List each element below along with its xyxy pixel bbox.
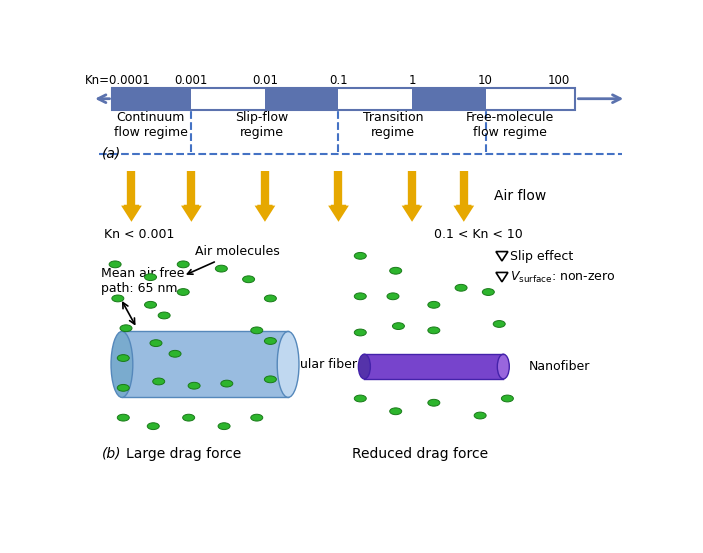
Ellipse shape (264, 295, 276, 302)
Ellipse shape (153, 378, 165, 385)
FancyBboxPatch shape (122, 331, 288, 398)
Ellipse shape (354, 293, 366, 300)
FancyArrow shape (121, 205, 142, 222)
Ellipse shape (354, 395, 366, 402)
Ellipse shape (215, 265, 227, 272)
Text: Regular fiber: Regular fiber (276, 358, 357, 371)
Ellipse shape (221, 380, 233, 387)
Ellipse shape (354, 329, 366, 336)
Ellipse shape (277, 331, 299, 398)
Text: Kn=0.0001: Kn=0.0001 (85, 74, 150, 87)
Ellipse shape (264, 337, 276, 345)
Ellipse shape (109, 261, 121, 268)
Ellipse shape (251, 414, 263, 421)
Text: Reduced drag force: Reduced drag force (352, 447, 489, 461)
Ellipse shape (150, 340, 162, 347)
Text: 10: 10 (478, 74, 493, 87)
Ellipse shape (188, 382, 200, 389)
Ellipse shape (428, 301, 440, 308)
Ellipse shape (387, 293, 399, 300)
Ellipse shape (111, 331, 133, 398)
FancyBboxPatch shape (112, 87, 191, 110)
Text: Free-molecule
flow regime: Free-molecule flow regime (466, 111, 554, 139)
Ellipse shape (354, 252, 366, 259)
FancyArrow shape (254, 205, 276, 222)
Ellipse shape (218, 422, 230, 430)
Text: 0.1: 0.1 (329, 74, 348, 87)
FancyBboxPatch shape (265, 87, 339, 110)
Ellipse shape (158, 312, 170, 319)
Text: Transition
regime: Transition regime (363, 111, 423, 139)
Ellipse shape (117, 414, 129, 421)
FancyArrow shape (328, 205, 349, 222)
Text: 100: 100 (548, 74, 570, 87)
Text: Mean air free
path: 65 nm: Mean air free path: 65 nm (101, 268, 185, 295)
Text: 1: 1 (408, 74, 415, 87)
Text: 0.001: 0.001 (175, 74, 208, 87)
Ellipse shape (482, 289, 494, 295)
FancyArrow shape (496, 252, 508, 261)
Ellipse shape (145, 274, 157, 280)
Ellipse shape (120, 325, 132, 332)
Ellipse shape (428, 327, 440, 334)
Text: Slip effect: Slip effect (510, 250, 574, 263)
Ellipse shape (177, 261, 189, 268)
Text: Large drag force: Large drag force (126, 447, 241, 461)
Text: Kn < 0.001: Kn < 0.001 (104, 228, 174, 241)
Ellipse shape (117, 354, 129, 362)
Ellipse shape (169, 351, 181, 357)
Text: $V_{\mathregular{surface}}$: non-zero: $V_{\mathregular{surface}}$: non-zero (510, 270, 616, 285)
Text: (a): (a) (101, 147, 121, 161)
Ellipse shape (147, 422, 160, 430)
Ellipse shape (117, 384, 129, 392)
FancyBboxPatch shape (364, 354, 503, 379)
Ellipse shape (497, 354, 509, 379)
Ellipse shape (112, 295, 124, 302)
Ellipse shape (455, 284, 467, 291)
Text: Air molecules: Air molecules (188, 245, 280, 274)
Text: Nanofiber: Nanofiber (529, 360, 591, 373)
FancyArrow shape (496, 273, 508, 282)
Text: Slip-flow
regime: Slip-flow regime (236, 111, 289, 139)
Ellipse shape (264, 376, 276, 383)
FancyBboxPatch shape (112, 87, 576, 110)
Ellipse shape (359, 354, 370, 379)
Ellipse shape (428, 399, 440, 406)
Ellipse shape (389, 408, 401, 415)
Ellipse shape (243, 276, 254, 283)
Ellipse shape (501, 395, 513, 402)
FancyArrow shape (181, 205, 202, 222)
Text: 0.1 < Kn < 10: 0.1 < Kn < 10 (434, 228, 522, 241)
Ellipse shape (145, 301, 157, 308)
Ellipse shape (177, 289, 189, 295)
Ellipse shape (389, 267, 401, 274)
Ellipse shape (251, 327, 263, 334)
Text: Air flow: Air flow (494, 189, 546, 204)
Ellipse shape (392, 323, 404, 330)
FancyArrow shape (453, 205, 474, 222)
Text: 0.01: 0.01 (252, 74, 278, 87)
Ellipse shape (494, 321, 505, 327)
Text: (b): (b) (101, 447, 121, 461)
Text: Continuum
flow regime: Continuum flow regime (114, 111, 188, 139)
Ellipse shape (474, 412, 486, 419)
Ellipse shape (183, 414, 195, 421)
FancyArrow shape (401, 205, 423, 222)
FancyBboxPatch shape (412, 87, 486, 110)
